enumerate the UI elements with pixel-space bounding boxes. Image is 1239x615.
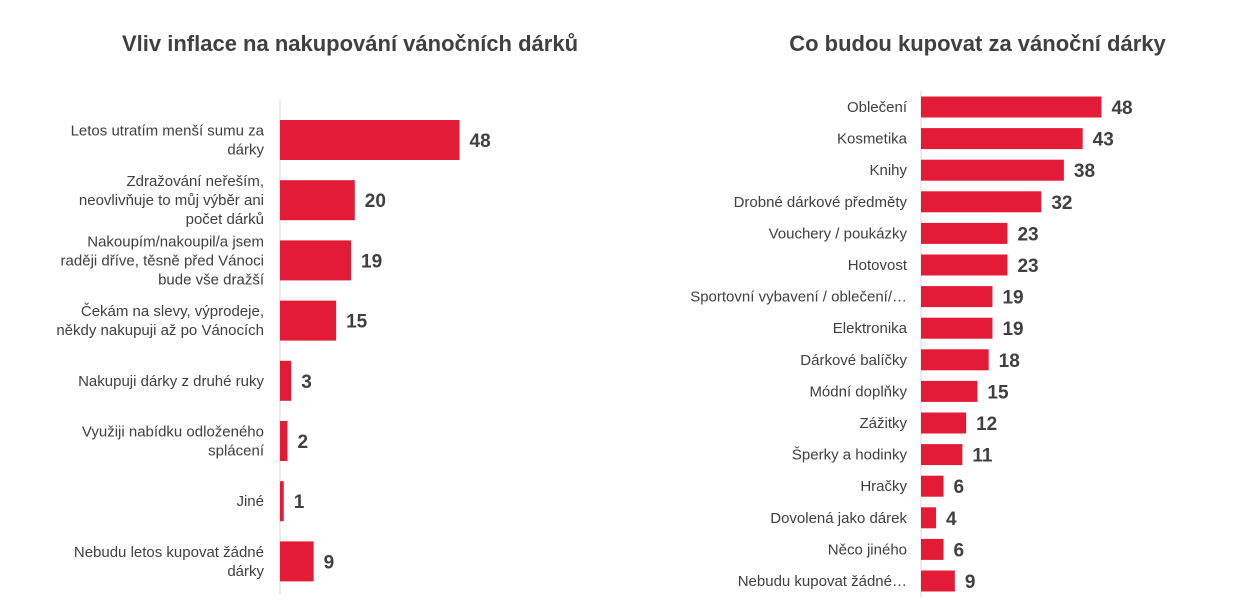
bar-1-4 bbox=[921, 222, 1008, 244]
bar-1-6 bbox=[921, 286, 993, 308]
bar-1-14 bbox=[921, 538, 944, 560]
category-label-1-7: Elektronika bbox=[833, 320, 908, 337]
bar-1-9 bbox=[921, 380, 978, 402]
category-label-0-4: Nakupuji dárky z druhé ruky bbox=[78, 373, 264, 390]
bar-1-10 bbox=[921, 412, 967, 434]
right-chart-title: Co budou kupovat za vánoční dárky bbox=[789, 31, 1166, 56]
value-label-1-11: 11 bbox=[972, 446, 993, 467]
value-label-1-15: 9 bbox=[965, 572, 976, 593]
bar-1-8 bbox=[921, 349, 989, 371]
category-label-1-1: Kosmetika bbox=[837, 131, 908, 148]
value-label-0-4: 3 bbox=[301, 372, 312, 393]
value-label-1-8: 18 bbox=[999, 351, 1020, 372]
value-label-1-13: 4 bbox=[946, 509, 957, 530]
value-label-1-10: 12 bbox=[976, 414, 997, 435]
value-label-1-5: 23 bbox=[1017, 256, 1038, 277]
value-label-0-2: 19 bbox=[361, 251, 382, 272]
bar-0-5 bbox=[280, 421, 288, 461]
value-label-0-7: 9 bbox=[324, 552, 335, 573]
bar-1-13 bbox=[921, 507, 937, 529]
category-label-1-13: Dovolená jako dárek bbox=[770, 510, 907, 527]
value-label-0-1: 20 bbox=[365, 191, 386, 212]
value-label-1-2: 38 bbox=[1074, 161, 1095, 182]
left-chart-title: Vliv inflace na nakupování vánočních dár… bbox=[121, 31, 579, 56]
value-label-0-6: 1 bbox=[294, 492, 305, 513]
value-label-1-1: 43 bbox=[1093, 130, 1114, 151]
bar-1-0 bbox=[921, 96, 1102, 118]
value-label-1-7: 19 bbox=[1002, 319, 1023, 340]
left-chart-bars: 48 Letos utratím menší sumu za dárky 20 Zdra… bbox=[56, 120, 491, 582]
category-label-1-14: Něco jiného bbox=[828, 541, 907, 558]
bar-1-3 bbox=[921, 191, 1042, 213]
category-label-0-1: Zdražování neřeším, neovlivňuje to můj vý… bbox=[79, 173, 264, 228]
bar-1-11 bbox=[921, 444, 963, 466]
category-label-1-10: Zážitky bbox=[859, 415, 907, 432]
category-label-1-15: Nebudu kupovat žádné… bbox=[738, 573, 907, 590]
category-label-0-3: Čekám na slevy, výprodeje, někdy nakupuji… bbox=[56, 303, 264, 339]
bar-1-15 bbox=[921, 570, 955, 592]
category-label-0-7: Nebudu letos kupovat žádné dárky bbox=[74, 544, 265, 580]
category-label-1-3: Drobné dárkové předměty bbox=[734, 194, 908, 211]
category-label-0-2: Nakoupím/nakoupil/a jsem raději dříve, tě… bbox=[61, 233, 265, 288]
category-label-1-4: Vouchery / poukázky bbox=[769, 225, 908, 242]
category-label-0-5: Využiji nabídku odloženého splácení bbox=[82, 424, 265, 460]
category-label-0-0: Letos utratím menší sumu za dárky bbox=[71, 123, 265, 159]
bar-1-7 bbox=[921, 317, 993, 339]
value-label-1-4: 23 bbox=[1017, 224, 1038, 245]
bar-0-4 bbox=[280, 360, 292, 401]
category-label-1-11: Šperky a hodinky bbox=[792, 447, 908, 464]
bar-0-3 bbox=[280, 300, 337, 341]
category-label-1-8: Dárkové balíčky bbox=[800, 352, 907, 369]
value-label-0-0: 48 bbox=[470, 131, 491, 152]
value-label-1-6: 19 bbox=[1002, 288, 1023, 309]
category-label-0-6: Jiné bbox=[236, 493, 264, 510]
value-label-1-9: 15 bbox=[987, 382, 1009, 403]
value-label-1-3: 32 bbox=[1051, 193, 1072, 214]
bar-0-0 bbox=[280, 120, 460, 160]
category-label-1-9: Módní doplňky bbox=[809, 383, 907, 400]
value-label-1-14: 6 bbox=[954, 540, 965, 561]
category-label-1-0: Oblečení bbox=[847, 99, 908, 116]
category-label-1-2: Knihy bbox=[869, 162, 907, 179]
bar-1-12 bbox=[921, 475, 944, 497]
category-label-1-5: Hotovost bbox=[848, 257, 908, 274]
bar-0-7 bbox=[280, 541, 314, 582]
value-label-1-12: 6 bbox=[954, 477, 965, 498]
value-label-0-5: 2 bbox=[297, 432, 308, 453]
bar-1-5 bbox=[921, 254, 1008, 276]
value-label-0-3: 15 bbox=[346, 312, 368, 333]
value-label-1-0: 48 bbox=[1111, 98, 1132, 119]
category-label-1-6: Sportovní vybavení / oblečení/… bbox=[690, 289, 907, 306]
bar-1-1 bbox=[921, 128, 1083, 150]
right-chart-bars: 48 Oblečení 43 Kosmetika 38 Knihy 32 Drobné dár… bbox=[690, 96, 1133, 593]
bar-1-2 bbox=[921, 159, 1064, 181]
bar-0-6 bbox=[280, 481, 284, 522]
bar-0-2 bbox=[280, 240, 352, 281]
category-label-1-12: Hračky bbox=[860, 478, 907, 495]
bar-0-1 bbox=[280, 180, 355, 221]
